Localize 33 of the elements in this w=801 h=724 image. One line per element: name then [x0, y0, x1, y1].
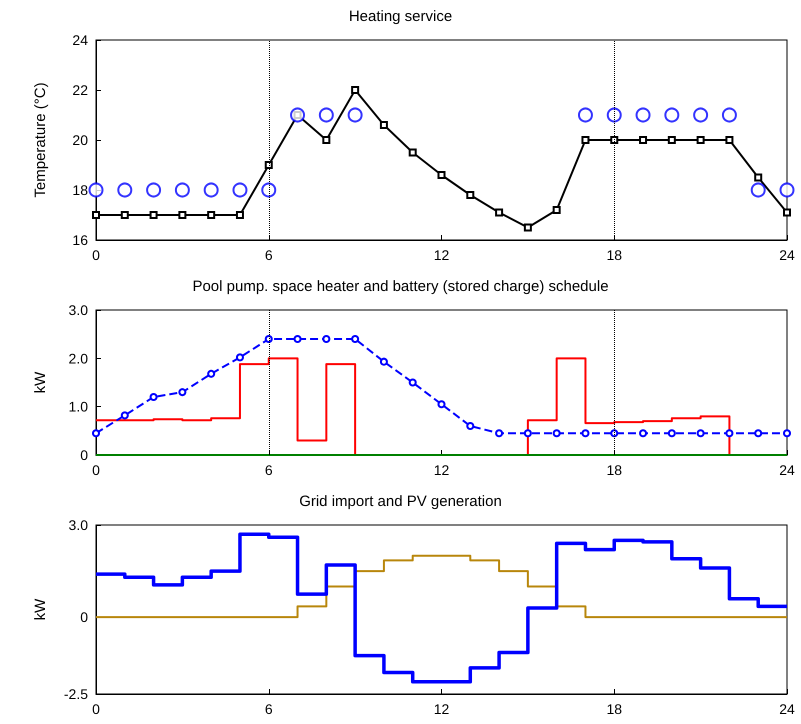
- chart-title: Heating service: [348, 8, 452, 25]
- y-tick-label: 18: [72, 182, 88, 198]
- y-tick-label: 3.0: [68, 302, 88, 318]
- x-tick-label: 24: [779, 701, 795, 717]
- x-tick-label: 18: [606, 701, 622, 717]
- chart-title: Grid import and PV generation: [299, 493, 502, 510]
- x-tick-label: 18: [606, 247, 622, 263]
- y-tick-label: 22: [72, 82, 88, 98]
- y-tick-label: 1.0: [68, 398, 88, 415]
- chart-title: Pool pump. space heater and battery (stored charge) schedule: [192, 278, 609, 295]
- y-axis-title: kW: [32, 598, 49, 620]
- y-tick-label: 16: [72, 232, 88, 248]
- y-tick-label: -2.5: [64, 686, 88, 702]
- x-tick-label: 12: [434, 462, 450, 478]
- y-tick-label: 0: [80, 447, 88, 463]
- x-tick-label: 24: [779, 247, 795, 263]
- y-axis-title: kW: [32, 370, 49, 394]
- x-tick-label: 0: [92, 247, 100, 263]
- x-tick-label: 6: [264, 701, 273, 717]
- y-axis-title: Temperature (°C): [32, 82, 49, 198]
- y-tick-label: 3.0: [68, 517, 88, 533]
- x-tick-label: 6: [264, 462, 273, 478]
- y-tick-label: 20: [72, 132, 88, 148]
- y-tick-label: 24: [72, 32, 88, 48]
- y-tick-label: 0: [80, 609, 88, 626]
- x-tick-label: 0: [92, 701, 100, 717]
- x-tick-label: 24: [779, 462, 795, 478]
- x-tick-label: 18: [606, 462, 622, 478]
- x-tick-label: 12: [434, 247, 450, 263]
- x-tick-label: 12: [434, 701, 450, 717]
- x-tick-label: 6: [264, 247, 273, 263]
- y-tick-label: 2.0: [68, 350, 88, 366]
- x-tick-label: 0: [92, 462, 100, 478]
